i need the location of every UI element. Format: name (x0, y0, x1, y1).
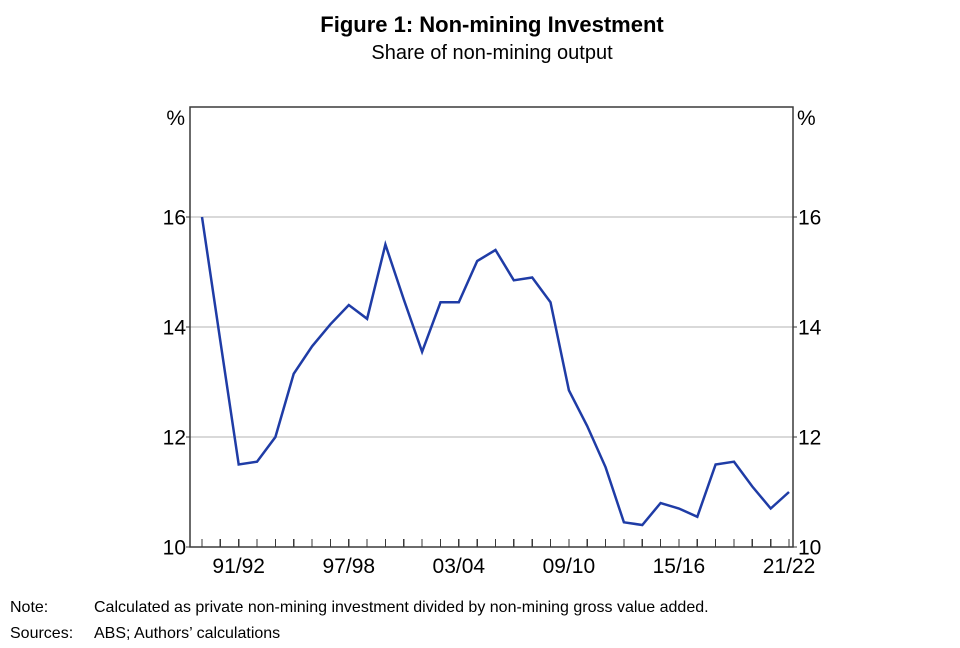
x-axis-label-91/92: 91/92 (212, 555, 265, 578)
sources-text: ABS; Authors’ calculations (94, 625, 281, 642)
note-row: Note: Calculated as private non-mining in… (10, 598, 709, 618)
x-axis-label-03/04: 03/04 (433, 555, 486, 578)
figure-title: Figure 1: Non-mining Investment (320, 12, 664, 37)
sources-row: Sources: ABS; Authors’ calculations (10, 624, 280, 644)
figure-subtitle: Share of non-mining output (371, 42, 613, 64)
y-axis-label-left-14: 14 (163, 317, 187, 340)
y-axis-label-left-16: 16 (163, 207, 186, 230)
y-axis-label-right-16: 16 (798, 207, 821, 230)
note-text: Calculated as private non-mining investm… (94, 599, 709, 616)
y-axis-label-right-12: 12 (798, 427, 821, 450)
y-axis-unit-right: % (797, 107, 816, 130)
x-axis-label-15/16: 15/16 (653, 555, 706, 578)
sources-label: Sources: (10, 625, 74, 642)
y-axis-label-right-14: 14 (798, 317, 822, 340)
y-axis-unit-left: % (166, 107, 185, 130)
x-axis-label-21/22: 21/22 (763, 555, 816, 578)
note-label: Note: (10, 599, 49, 616)
investment-share-line (200, 216, 790, 527)
y-axis-label-left-10: 10 (163, 537, 186, 560)
y-axis-label-left-12: 12 (163, 427, 186, 450)
x-axis-label-09/10: 09/10 (543, 555, 596, 578)
x-axis-label-97/98: 97/98 (323, 555, 376, 578)
y-axis-label-right-10: 10 (798, 537, 821, 560)
